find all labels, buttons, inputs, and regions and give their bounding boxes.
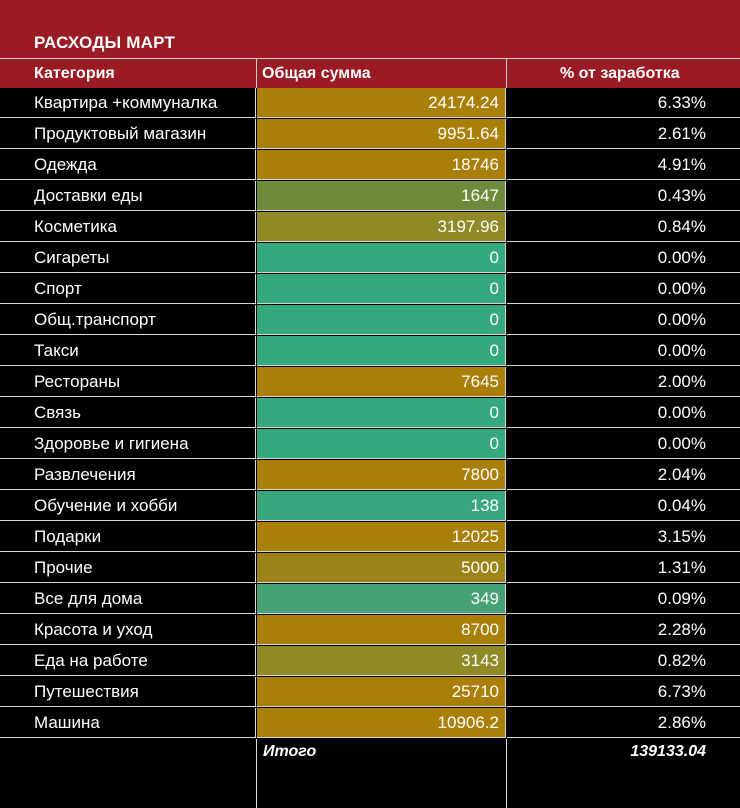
amount-cell[interactable]: 0 bbox=[257, 243, 506, 273]
percent-cell[interactable]: 6.33% bbox=[507, 88, 740, 118]
percent-cell[interactable]: 0.00% bbox=[507, 429, 740, 459]
table-row: Квартира +коммуналка 24174.24 6.33% bbox=[0, 88, 740, 119]
amount-cell[interactable]: 9951.64 bbox=[257, 119, 506, 149]
table-row: Машина 10906.2 2.86% bbox=[0, 708, 740, 739]
category-cell[interactable]: Подарки bbox=[0, 522, 256, 552]
table-row: Связь 0 0.00% bbox=[0, 398, 740, 429]
total-label: Итого bbox=[263, 743, 317, 760]
amount-cell[interactable]: 25710 bbox=[257, 677, 506, 707]
percent-cell[interactable]: 2.00% bbox=[507, 367, 740, 397]
amount-cell[interactable]: 1647 bbox=[257, 181, 506, 211]
amount-cell[interactable]: 138 bbox=[257, 491, 506, 521]
total-empty-cell bbox=[0, 739, 257, 808]
category-cell[interactable]: Машина bbox=[0, 708, 256, 738]
sheet-title: РАСХОДЫ МАРТ bbox=[34, 33, 176, 52]
category-cell[interactable]: Одежда bbox=[0, 150, 256, 180]
amount-cell[interactable]: 24174.24 bbox=[257, 88, 506, 118]
header-divider bbox=[256, 59, 257, 88]
category-cell[interactable]: Красота и уход bbox=[0, 615, 256, 645]
percent-cell[interactable]: 0.00% bbox=[507, 243, 740, 273]
amount-cell[interactable]: 7800 bbox=[257, 460, 506, 490]
percent-cell[interactable]: 1.31% bbox=[507, 553, 740, 583]
table-row: Косметика 3197.96 0.84% bbox=[0, 212, 740, 243]
total-label-cell[interactable]: Итого bbox=[257, 739, 507, 808]
percent-cell[interactable]: 4.91% bbox=[507, 150, 740, 180]
amount-cell[interactable]: 5000 bbox=[257, 553, 506, 583]
table-row: Рестораны 7645 2.00% bbox=[0, 367, 740, 398]
category-cell[interactable]: Доставки еды bbox=[0, 181, 256, 211]
category-cell[interactable]: Спорт bbox=[0, 274, 256, 304]
percent-cell[interactable]: 0.00% bbox=[507, 274, 740, 304]
table-row: Здоровье и гигиена 0 0.00% bbox=[0, 429, 740, 460]
amount-cell[interactable]: 0 bbox=[257, 398, 506, 428]
table-row: Такси 0 0.00% bbox=[0, 336, 740, 367]
table-row: Спорт 0 0.00% bbox=[0, 274, 740, 305]
category-cell[interactable]: Общ.транспорт bbox=[0, 305, 256, 335]
category-cell[interactable]: Развлечения bbox=[0, 460, 256, 490]
amount-cell[interactable]: 3197.96 bbox=[257, 212, 506, 242]
title-band bbox=[0, 0, 740, 58]
table-row: Еда на работе 3143 0.82% bbox=[0, 646, 740, 677]
expense-table-body: Квартира +коммуналка 24174.24 6.33% Продукт… bbox=[0, 88, 740, 739]
amount-cell[interactable]: 0 bbox=[257, 274, 506, 304]
table-row: Общ.транспорт 0 0.00% bbox=[0, 305, 740, 336]
category-cell[interactable]: Еда на работе bbox=[0, 646, 256, 676]
table-row: Красота и уход 8700 2.28% bbox=[0, 615, 740, 646]
table-row: Одежда 18746 4.91% bbox=[0, 150, 740, 181]
percent-cell[interactable]: 3.15% bbox=[507, 522, 740, 552]
percent-cell[interactable]: 2.61% bbox=[507, 119, 740, 149]
category-cell[interactable]: Сигареты bbox=[0, 243, 256, 273]
total-value[interactable]: 139133.04 bbox=[630, 743, 706, 760]
table-row: Развлечения 7800 2.04% bbox=[0, 460, 740, 491]
percent-cell[interactable]: 2.04% bbox=[507, 460, 740, 490]
category-cell[interactable]: Здоровье и гигиена bbox=[0, 429, 256, 459]
amount-cell[interactable]: 349 bbox=[257, 584, 506, 614]
total-row: Итого 139133.04 bbox=[0, 739, 740, 808]
percent-cell[interactable]: 0.00% bbox=[507, 398, 740, 428]
table-row: Продуктовый магазин 9951.64 2.61% bbox=[0, 119, 740, 150]
table-header: Категория Общая сумма % от заработка bbox=[0, 58, 740, 88]
table-row: Путешествия 25710 6.73% bbox=[0, 677, 740, 708]
percent-cell[interactable]: 0.84% bbox=[507, 212, 740, 242]
category-cell[interactable]: Связь bbox=[0, 398, 256, 428]
table-row: Доставки еды 1647 0.43% bbox=[0, 181, 740, 212]
percent-cell[interactable]: 0.00% bbox=[507, 305, 740, 335]
percent-cell[interactable]: 0.04% bbox=[507, 491, 740, 521]
percent-cell[interactable]: 0.09% bbox=[507, 584, 740, 614]
table-row: Обучение и хобби 138 0.04% bbox=[0, 491, 740, 522]
table-row: Прочие 5000 1.31% bbox=[0, 553, 740, 584]
percent-cell[interactable]: 0.82% bbox=[507, 646, 740, 676]
header-amount[interactable]: Общая сумма bbox=[262, 65, 371, 82]
category-cell[interactable]: Прочие bbox=[0, 553, 256, 583]
category-cell[interactable]: Квартира +коммуналка bbox=[0, 88, 256, 118]
category-cell[interactable]: Рестораны bbox=[0, 367, 256, 397]
category-cell[interactable]: Обучение и хобби bbox=[0, 491, 256, 521]
category-cell[interactable]: Косметика bbox=[0, 212, 256, 242]
percent-cell[interactable]: 0.43% bbox=[507, 181, 740, 211]
percent-cell[interactable]: 6.73% bbox=[507, 677, 740, 707]
amount-cell[interactable]: 18746 bbox=[257, 150, 506, 180]
header-percent[interactable]: % от заработка bbox=[560, 65, 680, 82]
percent-cell[interactable]: 2.86% bbox=[507, 708, 740, 738]
table-row: Все для дома 349 0.09% bbox=[0, 584, 740, 615]
amount-cell[interactable]: 0 bbox=[257, 336, 506, 366]
amount-cell[interactable]: 7645 bbox=[257, 367, 506, 397]
amount-cell[interactable]: 3143 bbox=[257, 646, 506, 676]
table-row: Сигареты 0 0.00% bbox=[0, 243, 740, 274]
category-cell[interactable]: Все для дома bbox=[0, 584, 256, 614]
percent-cell[interactable]: 0.00% bbox=[507, 336, 740, 366]
amount-cell[interactable]: 8700 bbox=[257, 615, 506, 645]
percent-cell[interactable]: 2.28% bbox=[507, 615, 740, 645]
category-cell[interactable]: Продуктовый магазин bbox=[0, 119, 256, 149]
amount-cell[interactable]: 12025 bbox=[257, 522, 506, 552]
amount-cell[interactable]: 0 bbox=[257, 305, 506, 335]
amount-cell[interactable]: 10906.2 bbox=[257, 708, 506, 738]
category-cell[interactable]: Такси bbox=[0, 336, 256, 366]
category-cell[interactable]: Путешествия bbox=[0, 677, 256, 707]
table-row: Подарки 12025 3.15% bbox=[0, 522, 740, 553]
amount-cell[interactable]: 0 bbox=[257, 429, 506, 459]
header-category[interactable]: Категория bbox=[34, 65, 115, 82]
header-divider bbox=[506, 59, 507, 88]
